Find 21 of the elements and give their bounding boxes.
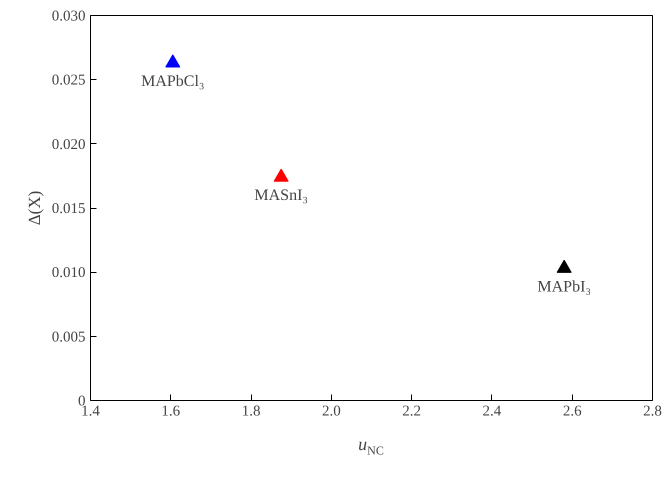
x-axis-title: u$_{NC}$ bbox=[358, 434, 384, 458]
x-tick-label: 2.4 bbox=[482, 404, 502, 420]
y-axis-title: Δ(X) bbox=[24, 190, 44, 226]
annotation: MASnI₃ bbox=[254, 187, 308, 204]
point bbox=[165, 54, 180, 68]
x-tick-label: 1.8 bbox=[242, 404, 260, 420]
annotation: MAPbCl₃ bbox=[141, 72, 204, 90]
x-tick-label: 2.2 bbox=[402, 404, 422, 420]
point bbox=[556, 260, 572, 273]
x-tick-label: 1.6 bbox=[161, 404, 181, 420]
x-tick-label: 2.8 bbox=[643, 404, 662, 420]
y-tick-label: 0.025 bbox=[52, 72, 86, 89]
y-tick-label: 0.030 bbox=[52, 8, 86, 24]
y-tick-label: 0.015 bbox=[52, 201, 86, 217]
point bbox=[274, 168, 289, 182]
y-tick-label: 0.020 bbox=[52, 136, 86, 153]
x-tick-label: 2.0 bbox=[322, 404, 341, 420]
y-tick-label: 0.005 bbox=[52, 329, 86, 346]
y-tick-label: 0.010 bbox=[52, 265, 86, 282]
x-tick-label: 2.6 bbox=[562, 404, 582, 420]
annotation: MAPbI₃ bbox=[537, 278, 591, 296]
